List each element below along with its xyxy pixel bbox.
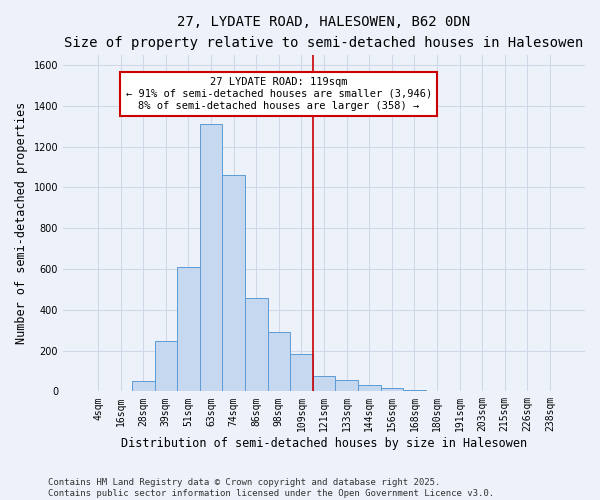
Title: 27, LYDATE ROAD, HALESOWEN, B62 0DN
Size of property relative to semi-detached h: 27, LYDATE ROAD, HALESOWEN, B62 0DN Size… (64, 15, 584, 50)
X-axis label: Distribution of semi-detached houses by size in Halesowen: Distribution of semi-detached houses by … (121, 437, 527, 450)
Bar (290, 354, 313, 392)
Bar (380, 388, 403, 392)
Bar (155, 342, 177, 392)
Bar (132, 381, 155, 392)
Bar (358, 385, 380, 392)
Bar (403, 390, 426, 392)
Text: Contains HM Land Registry data © Crown copyright and database right 2025.
Contai: Contains HM Land Registry data © Crown c… (48, 478, 494, 498)
Text: 27 LYDATE ROAD: 119sqm
← 91% of semi-detached houses are smaller (3,946)
8% of s: 27 LYDATE ROAD: 119sqm ← 91% of semi-det… (126, 78, 432, 110)
Bar (223, 175, 245, 392)
Bar (268, 332, 290, 392)
Bar (245, 298, 268, 392)
Bar (109, 390, 132, 392)
Y-axis label: Number of semi-detached properties: Number of semi-detached properties (15, 102, 28, 344)
Bar (335, 380, 358, 392)
Bar (200, 124, 223, 392)
Bar (313, 376, 335, 392)
Bar (177, 267, 200, 392)
